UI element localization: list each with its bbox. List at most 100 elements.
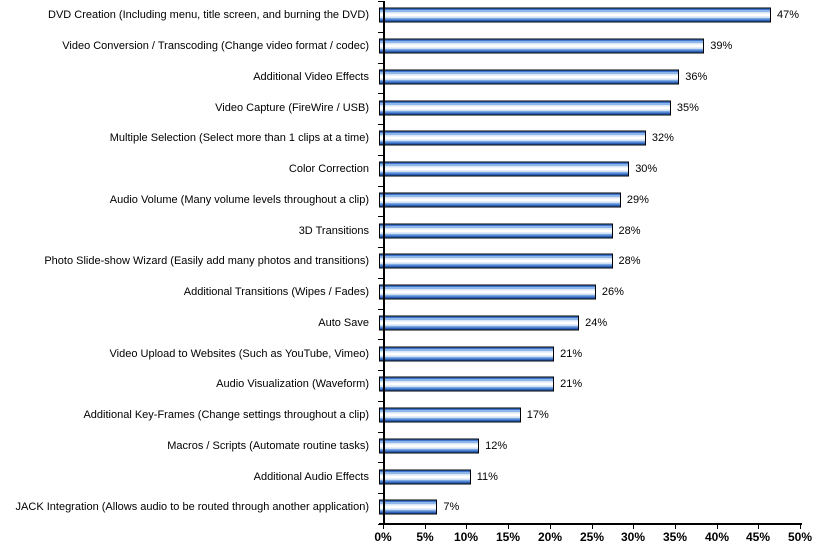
y-axis-tick xyxy=(378,32,383,33)
category-label: Additional Audio Effects xyxy=(253,470,369,483)
x-axis-tick-label: 40% xyxy=(704,530,730,544)
value-label: 7% xyxy=(443,501,460,514)
x-axis-tick xyxy=(383,525,384,529)
bar-area: 39% xyxy=(377,31,828,62)
y-axis-tick xyxy=(378,1,383,2)
y-axis-tick xyxy=(378,339,383,340)
x-axis-tick-label: 0% xyxy=(374,530,392,544)
value-label: 28% xyxy=(618,255,641,268)
bar xyxy=(379,130,646,146)
chart-row: Video Upload to Websites (Such as YouTub… xyxy=(0,338,828,369)
bar xyxy=(379,223,613,239)
x-axis-tick-label: 35% xyxy=(662,530,688,544)
value-label: 21% xyxy=(560,378,583,391)
x-axis-tick xyxy=(675,525,676,529)
bar-area: 12% xyxy=(377,431,828,462)
category-label: Additional Key-Frames (Change settings t… xyxy=(83,409,369,422)
category-label: 3D Transitions xyxy=(298,224,369,237)
bar xyxy=(379,38,705,54)
bar xyxy=(379,253,613,269)
x-axis-tick-label: 25% xyxy=(579,530,605,544)
chart-row: Audio Volume (Many volume levels through… xyxy=(0,185,828,216)
bar-area: 17% xyxy=(377,400,828,431)
y-axis-tick xyxy=(378,462,383,463)
y-axis-tick xyxy=(378,186,383,187)
x-axis-tick-label: 5% xyxy=(416,530,434,544)
category-label: Video Upload to Websites (Such as YouTub… xyxy=(109,347,369,360)
bar xyxy=(379,7,771,23)
chart-row: Additional Audio Effects 11% xyxy=(0,461,828,492)
y-axis-tick xyxy=(378,524,383,525)
chart-row: Video Conversion / Transcoding (Change v… xyxy=(0,31,828,62)
bar-area: 28% xyxy=(377,215,828,246)
bar xyxy=(379,499,438,515)
bar-area: 7% xyxy=(377,492,828,523)
bar-area: 32% xyxy=(377,123,828,154)
bar-area: 35% xyxy=(377,92,828,123)
value-label: 12% xyxy=(485,439,508,452)
value-label: 36% xyxy=(685,70,708,83)
value-label: 47% xyxy=(776,9,799,22)
chart-row: Audio Visualization (Waveform) 21% xyxy=(0,369,828,400)
x-axis-tick xyxy=(717,525,718,529)
x-axis-tick xyxy=(466,525,467,529)
x-axis-tick xyxy=(800,525,801,529)
x-axis-tick xyxy=(592,525,593,529)
y-axis-tick xyxy=(378,63,383,64)
y-axis-tick xyxy=(378,401,383,402)
bar xyxy=(379,284,596,300)
y-axis-tick xyxy=(378,247,383,248)
x-axis-tick-label: 20% xyxy=(537,530,563,544)
y-axis-tick xyxy=(378,216,383,217)
category-label: JACK Integration (Allows audio to be rou… xyxy=(15,501,369,514)
category-label: Photo Slide-show Wizard (Easily add many… xyxy=(44,255,369,268)
y-axis-line xyxy=(383,1,385,525)
value-label: 21% xyxy=(560,347,583,360)
bar-area: 11% xyxy=(377,461,828,492)
bar-area: 28% xyxy=(377,246,828,277)
bar xyxy=(379,376,555,392)
bar xyxy=(379,69,680,85)
value-label: 28% xyxy=(618,224,641,237)
chart-row: Macros / Scripts (Automate routine tasks… xyxy=(0,431,828,462)
plot-area: DVD Creation (Including menu, title scre… xyxy=(0,0,828,523)
chart-row: Auto Save 24% xyxy=(0,308,828,339)
category-label: Multiple Selection (Select more than 1 c… xyxy=(109,132,369,145)
x-axis-tick xyxy=(633,525,634,529)
category-label: Video Capture (FireWire / USB) xyxy=(215,101,369,114)
category-label: Auto Save xyxy=(318,316,369,329)
value-label: 17% xyxy=(526,409,549,422)
category-label: Additional Video Effects xyxy=(253,70,369,83)
x-axis-tick-label: 15% xyxy=(495,530,521,544)
x-axis-tick-label: 50% xyxy=(787,530,813,544)
x-axis-tick-label: 30% xyxy=(620,530,646,544)
value-label: 24% xyxy=(585,316,608,329)
bar xyxy=(379,161,630,177)
x-axis-tick-label: 10% xyxy=(453,530,479,544)
bar xyxy=(379,469,471,485)
chart-row: Photo Slide-show Wizard (Easily add many… xyxy=(0,246,828,277)
value-label: 11% xyxy=(476,470,498,483)
value-label: 26% xyxy=(601,286,624,299)
category-label: Video Conversion / Transcoding (Change v… xyxy=(62,40,369,53)
bar xyxy=(379,407,521,423)
category-label: DVD Creation (Including menu, title scre… xyxy=(48,9,369,22)
chart-row: Video Capture (FireWire / USB) 35% xyxy=(0,92,828,123)
bar-area: 26% xyxy=(377,277,828,308)
bar xyxy=(379,346,555,362)
value-label: 32% xyxy=(651,132,674,145)
bar-area: 21% xyxy=(377,338,828,369)
chart-row: Additional Video Effects 36% xyxy=(0,62,828,93)
y-axis-tick xyxy=(378,493,383,494)
value-label: 35% xyxy=(676,101,699,114)
chart-row: Color Correction 30% xyxy=(0,154,828,185)
chart-row: JACK Integration (Allows audio to be rou… xyxy=(0,492,828,523)
value-label: 39% xyxy=(710,40,733,53)
chart-row: Additional Key-Frames (Change settings t… xyxy=(0,400,828,431)
bar-area: 47% xyxy=(377,0,828,31)
bar xyxy=(379,438,480,454)
y-axis-tick xyxy=(378,309,383,310)
y-axis-tick xyxy=(378,93,383,94)
x-axis-tick-label: 45% xyxy=(745,530,771,544)
bar-area: 36% xyxy=(377,62,828,93)
